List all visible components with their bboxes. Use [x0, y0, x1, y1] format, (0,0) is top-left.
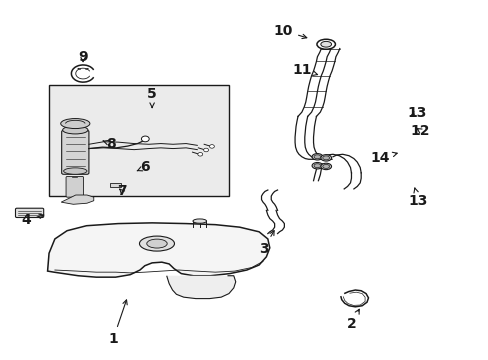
- Ellipse shape: [209, 145, 214, 148]
- Text: 7: 7: [117, 184, 126, 198]
- Text: 6: 6: [137, 161, 149, 175]
- FancyBboxPatch shape: [66, 176, 83, 197]
- Ellipse shape: [193, 219, 206, 223]
- Ellipse shape: [313, 155, 320, 159]
- Bar: [110, 183, 120, 187]
- PathPatch shape: [47, 223, 269, 277]
- PathPatch shape: [61, 195, 94, 204]
- Text: 4: 4: [22, 213, 43, 227]
- Text: 9: 9: [78, 50, 88, 64]
- Text: 13: 13: [407, 106, 426, 120]
- Ellipse shape: [203, 148, 208, 152]
- Ellipse shape: [316, 39, 335, 49]
- Ellipse shape: [146, 239, 167, 248]
- Text: 14: 14: [370, 151, 396, 165]
- Ellipse shape: [320, 41, 331, 47]
- FancyBboxPatch shape: [16, 208, 43, 217]
- Text: 8: 8: [103, 136, 116, 150]
- Text: 12: 12: [410, 124, 429, 138]
- Ellipse shape: [313, 164, 320, 168]
- FancyBboxPatch shape: [61, 130, 89, 174]
- Text: 3: 3: [259, 231, 274, 256]
- PathPatch shape: [166, 276, 235, 298]
- Ellipse shape: [198, 153, 202, 156]
- Ellipse shape: [322, 165, 329, 168]
- Text: 10: 10: [273, 24, 306, 39]
- Ellipse shape: [139, 236, 174, 251]
- Ellipse shape: [311, 162, 322, 169]
- Ellipse shape: [320, 163, 331, 170]
- Ellipse shape: [63, 168, 87, 174]
- Text: 5: 5: [147, 87, 157, 107]
- Text: 1: 1: [108, 300, 127, 346]
- Text: 13: 13: [408, 188, 427, 208]
- Ellipse shape: [62, 126, 88, 134]
- Ellipse shape: [141, 136, 149, 142]
- Ellipse shape: [311, 154, 322, 160]
- Text: 2: 2: [346, 309, 359, 330]
- Ellipse shape: [61, 118, 90, 129]
- Ellipse shape: [320, 155, 331, 161]
- Bar: [49, 85, 228, 196]
- Text: 11: 11: [291, 63, 317, 77]
- Ellipse shape: [322, 156, 329, 160]
